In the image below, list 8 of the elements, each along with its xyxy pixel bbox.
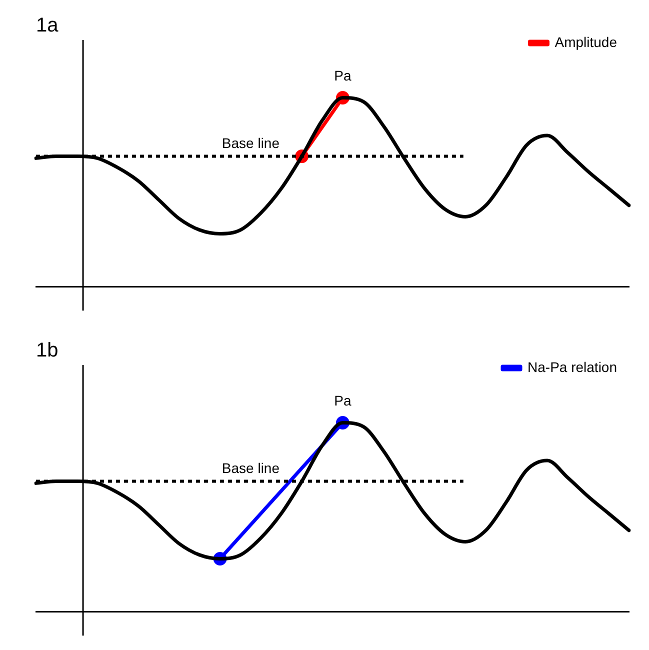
ref-line-label: Base line: [222, 460, 280, 476]
chart-title: 1b: [36, 340, 58, 362]
text: Pa: [334, 392, 352, 409]
legend-label: Na-Pa relation: [528, 358, 618, 375]
legend-label: Amplitude: [554, 34, 618, 50]
chart-title: 1a: [36, 14, 60, 37]
text: Pa: [334, 68, 352, 84]
ref-line-label: Base line: [222, 135, 280, 152]
